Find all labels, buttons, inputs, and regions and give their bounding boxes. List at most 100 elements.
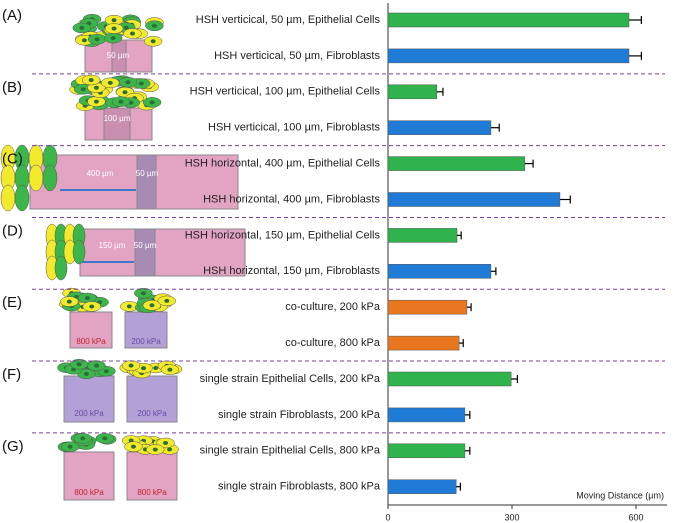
error-bar [628,51,642,60]
cell [28,164,44,192]
diagram-label: 200 kPa [137,409,167,418]
nucleus [111,18,117,23]
diagram-label: 200 kPa [131,337,161,346]
error-bar [628,16,642,24]
x-tick-label: 600 [628,512,643,522]
nucleus [67,444,73,449]
bar [387,156,526,171]
gap [103,107,131,141]
bar [387,48,630,64]
category-label: single strain Epithelial Cells, 800 kPa [200,445,381,457]
diagram-label: 50 µm [136,169,159,178]
nucleus [163,440,169,445]
bar [387,192,561,207]
nucleus [103,369,109,374]
diagram-label: 400 µm [87,169,114,178]
cell [54,255,68,281]
nucleus [167,447,173,452]
nucleus [93,363,99,368]
error-bar [464,410,471,419]
nucleus [83,371,89,376]
category-label: HSH verticical, 50 µm, Epithelial Cells [196,14,381,26]
diagram-label: 800 kPa [137,488,167,497]
bar [387,299,468,315]
x-tick-label: 0 [385,512,390,522]
panel-label: (A) [2,7,22,24]
nucleus [141,366,147,371]
nucleus [122,90,128,95]
nucleus [81,38,87,43]
nucleus [93,99,99,104]
substrate [29,154,239,210]
bar [387,335,460,351]
substrate [69,311,113,349]
category-label: single strain Fibroblasts, 200 kPa [218,409,381,421]
error-bar [559,195,571,204]
diagram-label: 200 kPa [74,409,104,418]
diagram-label: 150 µm [99,241,126,250]
error-bar [456,482,461,491]
nucleus [149,303,155,308]
gap [134,228,156,277]
category-label: HSH horizontal, 150 µm, Fibroblasts [203,265,380,277]
bar [387,479,457,494]
bar [387,407,466,423]
panel-label: (B) [2,79,22,96]
bar [387,443,466,459]
bar [387,84,438,100]
nucleus [94,37,100,42]
cell [0,184,16,212]
category-label: HSH horizontal, 150 µm, Epithelial Cells [185,229,381,241]
nucleus [88,78,94,83]
nucleus [89,304,95,309]
bar [387,120,492,135]
substrate [126,451,178,501]
nucleus [126,304,132,309]
panel-label: (C) [2,151,23,168]
category-label: HSH horizontal, 400 µm, Epithelial Cells [185,158,381,170]
nucleus [93,85,99,90]
category-label: single strain Epithelial Cells, 200 kPa [200,373,381,385]
nucleus [66,299,72,304]
panel-label: (E) [2,294,22,311]
nucleus [76,362,82,367]
error-bar [466,303,472,312]
cell [14,184,30,212]
error-bar [490,123,500,132]
substrate [63,375,115,423]
nucleus [102,436,108,441]
error-bar [436,87,444,96]
nucleus [151,23,157,28]
nucleus [140,291,146,296]
nucleus [150,39,156,44]
nucleus [79,25,85,30]
bar [387,264,492,279]
error-bar [464,446,471,455]
nucleus [123,25,129,30]
category-label: co-culture, 200 kPa [285,301,381,313]
nucleus [153,365,159,370]
nucleus [164,298,170,303]
error-bar [459,339,464,348]
nucleus [152,447,158,452]
diagram-label: 50 µm [134,241,157,250]
nucleus [167,367,173,372]
x-axis-label: Moving Distance (µm) [576,490,664,500]
bar [387,371,512,387]
category-label: co-culture, 800 kPa [285,337,381,349]
error-bar [457,231,462,240]
nucleus [138,81,144,86]
nucleus [118,99,124,104]
x-tick-label: 300 [504,512,519,522]
category-label: single strain Fibroblasts, 800 kPa [218,481,381,493]
substrate [63,451,115,501]
gap [136,154,157,210]
cells [0,13,183,455]
category-label: HSH verticical, 100 µm, Fibroblasts [208,122,380,134]
nucleus [80,436,86,441]
error-bar [524,159,534,168]
panel-label: (F) [2,366,21,383]
diagram-label: 800 kPa [74,488,104,497]
diagram-label: 50 µm [107,51,130,60]
bar [387,12,630,28]
